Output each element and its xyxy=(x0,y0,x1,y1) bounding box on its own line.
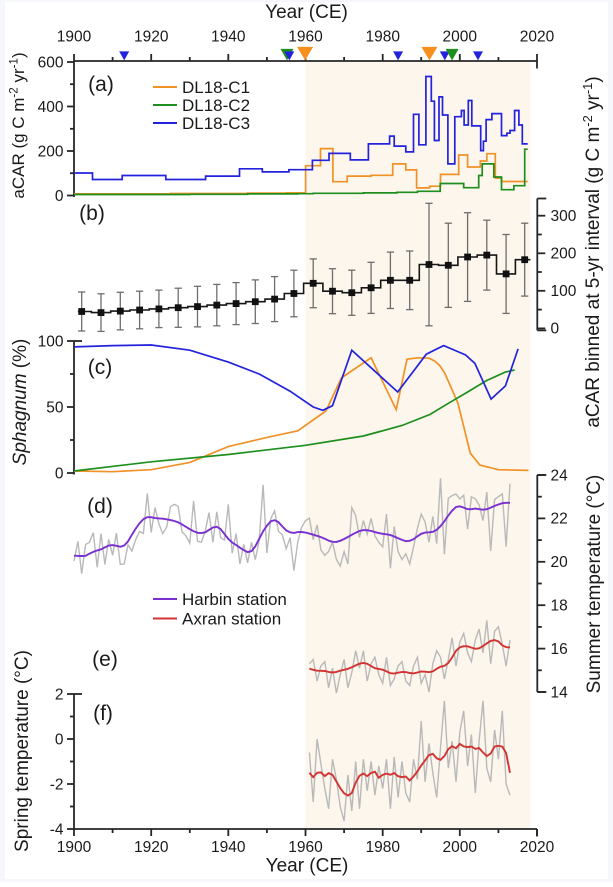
svg-text:22: 22 xyxy=(551,511,568,528)
svg-text:24: 24 xyxy=(551,467,569,484)
svg-text:(f): (f) xyxy=(93,702,113,725)
svg-text:14: 14 xyxy=(551,684,569,701)
svg-text:0: 0 xyxy=(55,465,64,482)
svg-text:Axran station: Axran station xyxy=(182,609,281,628)
svg-text:1980: 1980 xyxy=(365,839,400,856)
svg-text:600: 600 xyxy=(38,54,64,71)
svg-text:Harbin station: Harbin station xyxy=(182,590,287,609)
svg-text:300: 300 xyxy=(551,208,577,225)
svg-text:-2: -2 xyxy=(50,776,64,793)
svg-text:Sphagnum (%): Sphagnum (%) xyxy=(10,339,31,466)
svg-text:400: 400 xyxy=(38,99,64,116)
svg-text:1960: 1960 xyxy=(288,29,323,46)
svg-text:Spring temperature (°C): Spring temperature (°C) xyxy=(12,650,33,852)
svg-text:20: 20 xyxy=(551,554,569,571)
svg-text:2: 2 xyxy=(55,686,64,703)
svg-text:200: 200 xyxy=(551,246,577,263)
svg-text:Summer temperature (°C): Summer temperature (°C) xyxy=(584,475,605,694)
svg-text:0: 0 xyxy=(55,731,64,748)
svg-text:Year (CE): Year (CE) xyxy=(266,856,349,877)
svg-text:-4: -4 xyxy=(50,821,64,838)
svg-text:1960: 1960 xyxy=(288,839,323,856)
svg-text:16: 16 xyxy=(551,641,568,658)
svg-text:DL18-C1: DL18-C1 xyxy=(182,78,250,97)
svg-text:aCAR (g C m-2 yr-1): aCAR (g C m-2 yr-1) xyxy=(8,52,29,198)
svg-text:2000: 2000 xyxy=(443,29,478,46)
svg-text:(c): (c) xyxy=(88,356,113,379)
svg-text:1900: 1900 xyxy=(57,839,92,856)
svg-text:aCAR binned at 5-yr interval (: aCAR binned at 5-yr interval (g C m-2 yr… xyxy=(580,76,604,427)
svg-text:(e): (e) xyxy=(92,648,118,671)
svg-text:Year (CE): Year (CE) xyxy=(265,2,348,23)
svg-text:1920: 1920 xyxy=(134,839,169,856)
svg-text:2020: 2020 xyxy=(520,839,555,856)
svg-text:100: 100 xyxy=(551,283,577,300)
svg-text:DL18-C2: DL18-C2 xyxy=(182,96,250,115)
svg-text:(a): (a) xyxy=(88,73,114,96)
svg-text:2000: 2000 xyxy=(443,839,478,856)
svg-text:2020: 2020 xyxy=(520,29,555,46)
svg-text:(d): (d) xyxy=(87,495,113,518)
svg-text:18: 18 xyxy=(551,598,568,615)
svg-text:1900: 1900 xyxy=(57,29,92,46)
svg-text:100: 100 xyxy=(38,333,64,350)
svg-text:DL18-C3: DL18-C3 xyxy=(182,114,250,133)
svg-text:1980: 1980 xyxy=(365,29,400,46)
svg-text:1920: 1920 xyxy=(134,29,169,46)
svg-text:0: 0 xyxy=(551,321,560,338)
svg-text:1940: 1940 xyxy=(211,29,246,46)
svg-text:1940: 1940 xyxy=(211,839,246,856)
svg-text:(b): (b) xyxy=(79,202,105,225)
svg-text:0: 0 xyxy=(55,188,64,205)
svg-text:200: 200 xyxy=(38,143,64,160)
svg-text:50: 50 xyxy=(46,399,64,416)
